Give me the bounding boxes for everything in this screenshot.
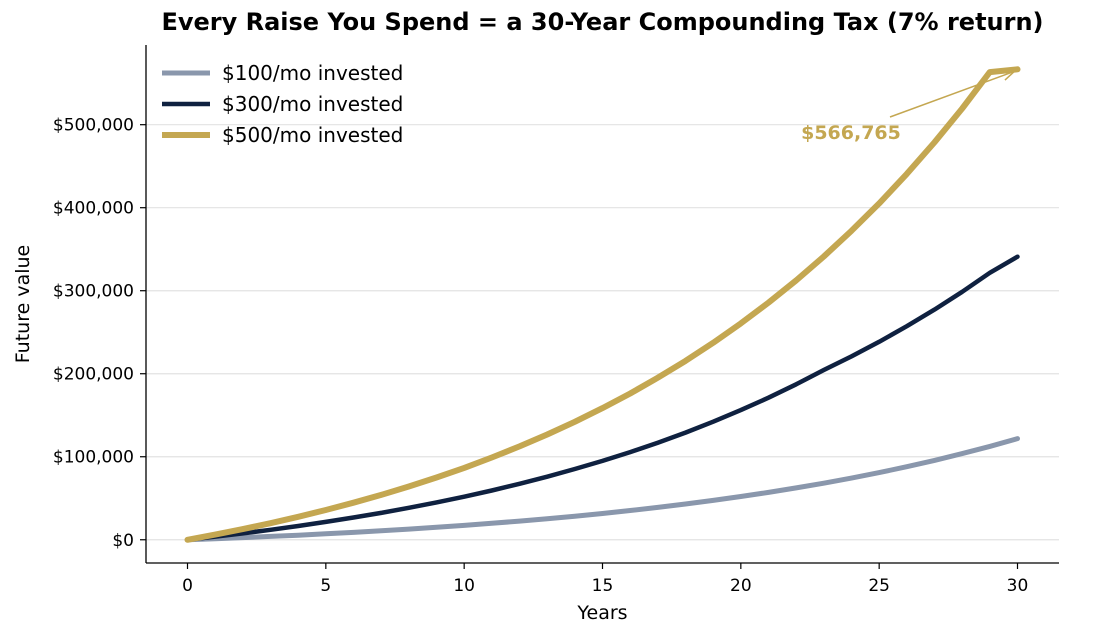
x-tick-label: 30 [1007,576,1029,596]
x-tick-label: 25 [868,576,890,596]
x-tick-label: 10 [453,576,475,596]
x-axis-label: Years [576,602,627,624]
legend-label: $100/mo invested [222,61,403,85]
y-tick-label: $500,000 [53,116,134,136]
x-axis-ticks: 0 5 10 15 20 25 30 [182,563,1028,596]
y-tick-label: $400,000 [53,199,134,219]
x-tick-label: 20 [730,576,752,596]
annotation-label: $566,765 [801,122,901,144]
y-tick-label: $100,000 [53,448,134,468]
series-line [185,436,1020,543]
series-line [185,254,1020,543]
series-lines [184,66,1021,543]
y-axis-label: Future value [12,245,34,363]
legend-label: $300/mo invested [222,92,403,116]
legend: $100/mo invested $300/mo invested $500/mo … [162,61,403,147]
annotation-arrowhead [1001,69,1017,81]
chart-title: Every Raise You Spend = a 30-Year Compou… [161,8,1044,36]
y-tick-label: $200,000 [53,365,134,385]
x-tick-label: 5 [320,576,331,596]
y-tick-label: $0 [112,531,134,551]
annotation-arrow [889,70,1015,118]
x-tick-label: 0 [182,576,193,596]
gridlines [146,124,1059,541]
y-tick-label: $300,000 [53,282,134,302]
legend-label: $500/mo invested [222,123,403,147]
series-line [184,66,1021,543]
y-axis-ticks: $0 $100,000 $200,000 $300,000 $400,000 $500,0… [53,116,146,551]
x-tick-label: 15 [592,576,614,596]
annotations: $566,765 [801,69,1017,144]
